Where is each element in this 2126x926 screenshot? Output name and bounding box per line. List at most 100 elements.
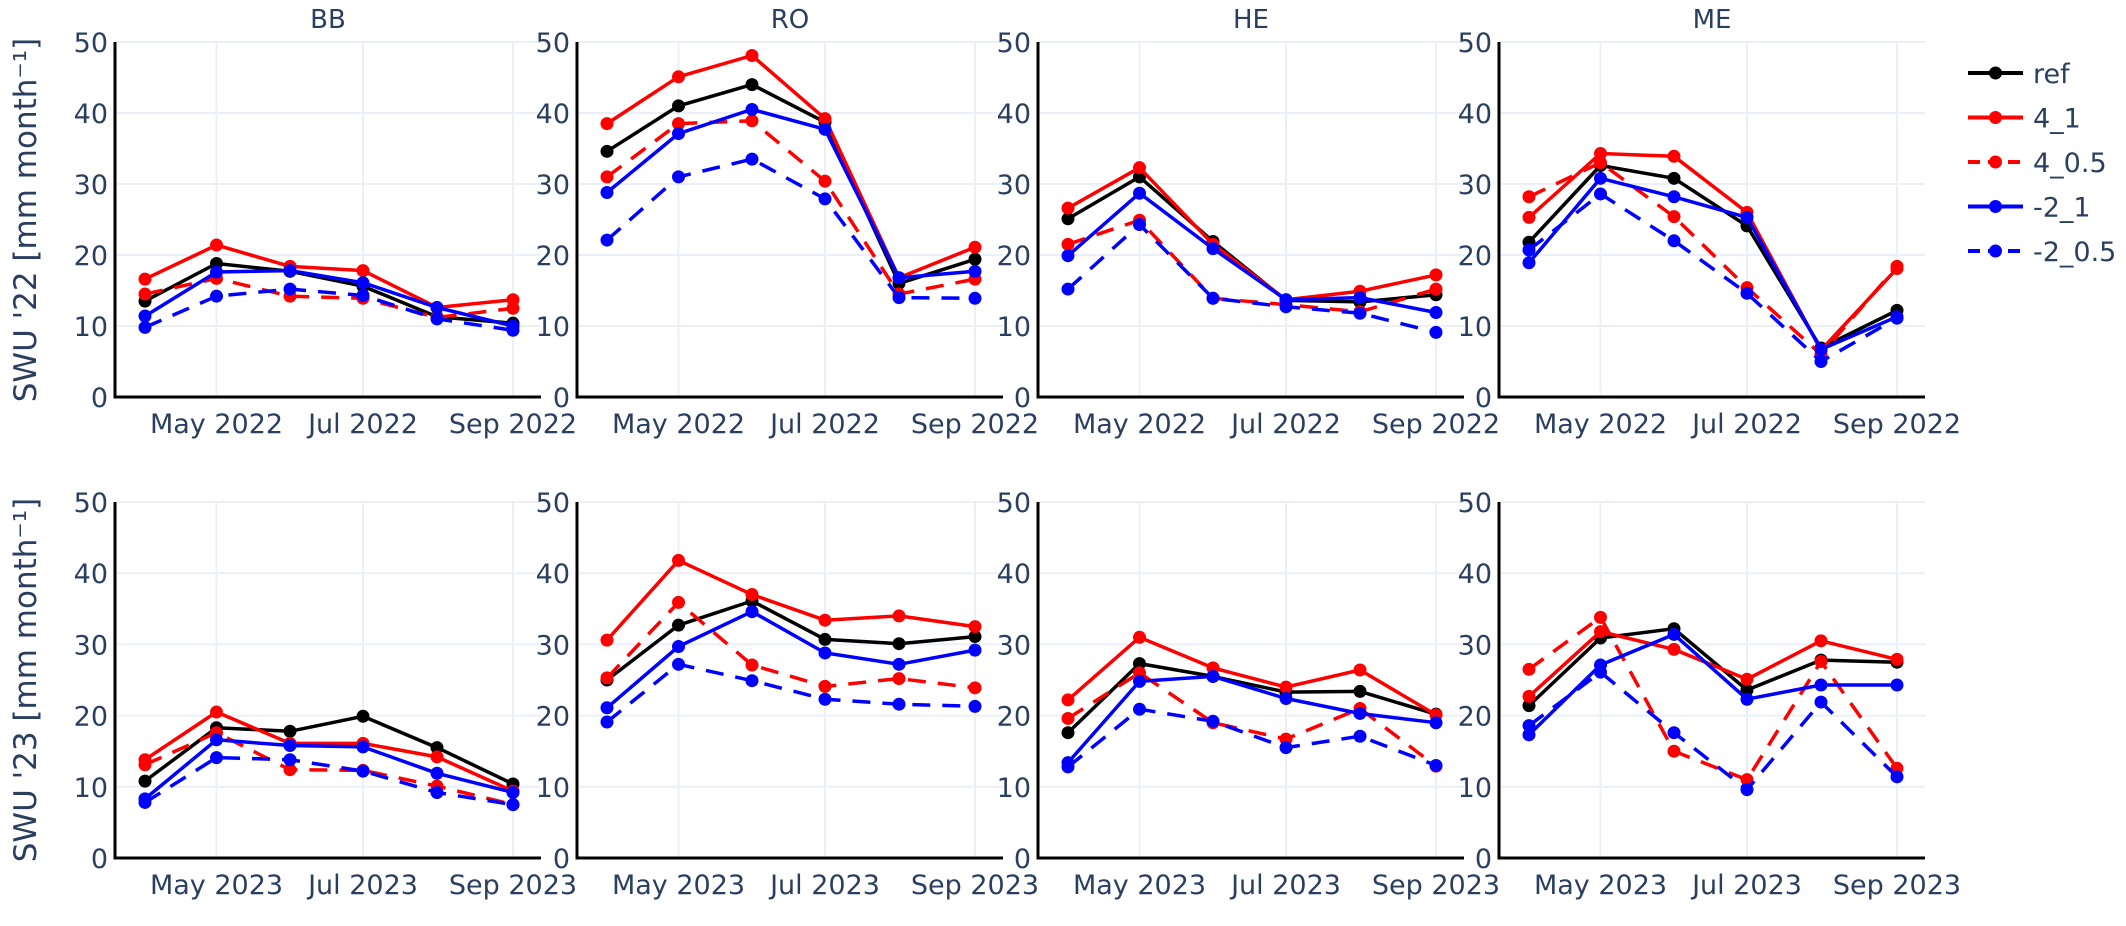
data-point: [968, 630, 982, 644]
series-line: [1527, 626, 1898, 707]
data-point: [1740, 672, 1754, 686]
data-point: [1279, 741, 1293, 755]
data-point: [1594, 171, 1607, 185]
data-point: [283, 739, 297, 753]
data-point: [1740, 692, 1754, 706]
data-point: [1353, 306, 1367, 320]
x-tick-label: Jul 2023: [1229, 870, 1341, 901]
x-tick-label: May 2022: [612, 409, 745, 440]
data-point: [138, 309, 152, 323]
series-line: [605, 600, 976, 690]
data-point: [1890, 652, 1904, 666]
data-point: [745, 674, 759, 688]
legend-item-4_0.5[interactable]: 4_0.5: [1968, 148, 2107, 179]
series--2_0.5: [1522, 187, 1904, 368]
data-point: [1061, 249, 1075, 263]
legend-item-ref[interactable]: ref: [1968, 59, 2071, 90]
y-tick-label: 0: [1475, 844, 1492, 875]
y-tick-label: 30: [1458, 170, 1492, 201]
data-point: [1133, 170, 1146, 184]
data-point: [1667, 726, 1681, 740]
series--2_0.5: [1061, 217, 1443, 339]
x-tick-label: Sep 2022: [1372, 409, 1500, 440]
series-4_1: [1522, 625, 1904, 703]
data-point: [138, 287, 152, 301]
data-point: [1740, 683, 1754, 697]
series-line: [1066, 635, 1437, 717]
data-point: [1522, 689, 1536, 703]
series-4_1: [600, 553, 982, 647]
data-point: [1429, 758, 1443, 772]
series-line: [1067, 165, 1437, 302]
data-point: [892, 271, 906, 285]
series-line: [1527, 632, 1897, 737]
data-point: [430, 312, 444, 326]
data-point: [1061, 282, 1075, 296]
data-point: [138, 758, 152, 772]
y-tick-label: 10: [74, 773, 108, 804]
data-point: [210, 733, 223, 747]
x-tick-label: May 2022: [1073, 409, 1206, 440]
legend-item--2_0.5[interactable]: -2_0.5: [1968, 237, 2116, 268]
legend-item-4_1[interactable]: 4_1: [1968, 104, 2081, 135]
data-point: [1594, 610, 1607, 624]
legend-item--2_1[interactable]: -2_1: [1968, 193, 2091, 224]
series-line: [605, 107, 976, 280]
data-point: [1206, 714, 1220, 728]
data-point: [1133, 674, 1146, 688]
data-point: [1667, 234, 1681, 248]
data-point: [892, 609, 906, 623]
data-point: [818, 112, 832, 126]
y-tick-label: 0: [1014, 383, 1031, 414]
data-point: [283, 753, 297, 767]
data-point: [672, 595, 685, 609]
y-tick-label: 30: [997, 630, 1031, 661]
series-line: [1527, 151, 1899, 352]
data-point: [1890, 311, 1904, 325]
legend-marker: [1989, 66, 2002, 80]
x-tick-label: Jul 2022: [1229, 409, 1341, 440]
data-point: [1522, 728, 1536, 742]
subplot-ro-2022: 0 10 20 30 40 50 May 2022 Jul 2022 Sep 2022 RO: [536, 5, 1039, 440]
data-point: [356, 764, 370, 778]
data-point: [600, 186, 614, 200]
data-point: [1814, 654, 1828, 668]
data-point: [968, 681, 982, 695]
data-point: [600, 233, 614, 247]
data-point: [138, 795, 152, 809]
data-point: [1522, 243, 1536, 257]
data-point: [1522, 190, 1536, 204]
data-point: [1353, 291, 1367, 305]
y-tick-label: 20: [1458, 241, 1492, 272]
x-tick-label: May 2023: [1534, 870, 1667, 901]
y-tick-label: 20: [536, 702, 570, 733]
data-point: [1814, 678, 1828, 692]
data-point: [210, 705, 223, 719]
data-point: [745, 605, 759, 619]
data-point: [1353, 684, 1367, 698]
series-line: [1066, 661, 1437, 734]
data-point: [892, 672, 906, 686]
x-tick-label: Jul 2023: [768, 870, 880, 901]
data-point: [745, 152, 759, 166]
data-point: [1740, 286, 1754, 300]
data-point: [1594, 625, 1607, 639]
series-line: [1527, 163, 1898, 350]
data-point: [1814, 355, 1828, 368]
data-point: [1594, 665, 1607, 679]
x-tick-label: Sep 2023: [911, 870, 1039, 901]
data-point: [1890, 259, 1904, 273]
data-point: [1206, 291, 1220, 305]
y-tick-label: 10: [1458, 312, 1492, 343]
data-point: [210, 238, 223, 252]
y-tick-label: 30: [536, 170, 570, 201]
data-point: [1594, 146, 1607, 160]
y-tick-label: 50: [997, 28, 1031, 59]
x-tick-label: May 2022: [1534, 409, 1667, 440]
data-point: [1133, 186, 1146, 200]
series--2_0.5: [1061, 702, 1443, 774]
series-line: [605, 609, 976, 710]
data-point: [1133, 161, 1146, 175]
legend-label: -2_0.5: [2033, 237, 2116, 268]
series-4_0.5: [600, 595, 982, 695]
